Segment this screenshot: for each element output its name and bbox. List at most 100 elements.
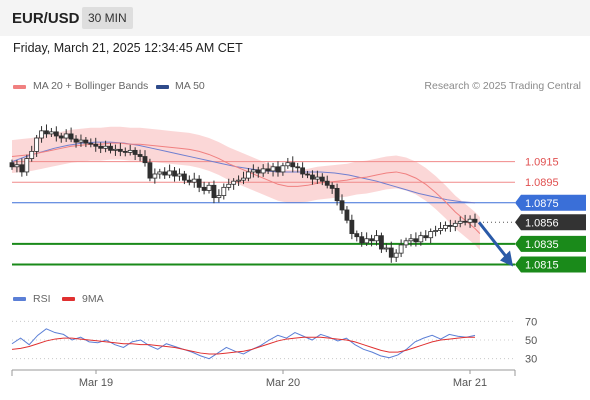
candle-body: [201, 186, 207, 191]
candle-body: [379, 235, 384, 250]
candle-body: [44, 130, 49, 135]
timeframe-button[interactable]: 30 MIN: [82, 7, 133, 29]
candle-body: [403, 240, 409, 246]
rsi-legend-label: RSI: [33, 293, 51, 305]
candle-body: [398, 244, 404, 254]
ma9-legend-label: 9MA: [82, 293, 104, 305]
candle-body: [443, 224, 448, 229]
candle-body: [275, 166, 281, 173]
level-label-1.0895: 1.0895: [525, 177, 559, 189]
candle-body: [334, 187, 340, 202]
x-axis-label: Mar 21: [453, 377, 487, 389]
candle-body: [108, 145, 113, 151]
candle-body: [93, 143, 99, 147]
research-credit: Research © 2025 Trading Central: [424, 80, 581, 92]
candle-body: [216, 195, 222, 199]
candle-body: [14, 164, 20, 168]
ma9-legend-swatch: [62, 297, 75, 301]
candle-body: [191, 178, 197, 183]
candle-body: [19, 164, 25, 173]
candle-body: [152, 173, 158, 179]
candle-body: [310, 174, 315, 180]
candle-body: [260, 168, 266, 174]
level-tag-1.0835: [515, 235, 586, 252]
candle-body: [438, 228, 443, 231]
candle-body: [137, 154, 143, 157]
candle-body: [295, 166, 301, 169]
level-label-1.0915: 1.0915: [525, 157, 559, 169]
candle-body: [314, 176, 320, 180]
candle-body: [83, 139, 89, 144]
timestamp: Friday, March 21, 2025 12:34:45 AM CET: [13, 41, 243, 55]
candle-body: [162, 171, 168, 176]
level-label-1.0875: 1.0875: [525, 198, 559, 210]
candle-body: [103, 145, 108, 149]
candle-body: [329, 184, 335, 189]
candle-body: [433, 230, 438, 232]
ma20-legend-swatch: [13, 85, 26, 89]
candle-body: [206, 184, 212, 191]
candle-body: [113, 148, 118, 151]
rsi-tick-label: 70: [525, 316, 537, 328]
candle-body: [290, 162, 296, 168]
candle-body: [423, 235, 429, 239]
bollinger-band: [12, 126, 480, 251]
candle-body: [231, 180, 237, 185]
level-label-1.0835: 1.0835: [525, 239, 559, 251]
candle-body: [452, 222, 458, 227]
candle-body: [339, 200, 345, 211]
candle-body: [58, 135, 64, 139]
candle-body: [49, 131, 54, 135]
candle-body: [364, 238, 370, 244]
x-axis-label: Mar 20: [266, 377, 300, 389]
level-label-1.0856: 1.0856: [525, 217, 559, 229]
candle-body: [34, 137, 40, 152]
candle-body: [88, 142, 94, 145]
candle-body: [418, 235, 424, 243]
currency-pair-title: EUR/USD: [12, 10, 80, 27]
candle-body: [53, 131, 59, 137]
candle-body: [132, 149, 138, 155]
candle-body: [374, 235, 379, 242]
candle-body: [447, 224, 453, 227]
candle-body: [408, 238, 414, 242]
rsi-legend-swatch: [13, 297, 26, 301]
candle-body: [147, 162, 153, 179]
candle-body: [388, 247, 394, 258]
level-label-1.0815: 1.0815: [525, 259, 559, 271]
candle-body: [413, 238, 419, 243]
level-tag-1.0815: [515, 256, 586, 273]
rsi-ma-line: [11, 336, 475, 355]
candle-body: [39, 130, 44, 139]
candle-body: [344, 209, 350, 221]
candle-body: [241, 177, 246, 181]
rsi-line: [11, 328, 476, 360]
candle-body: [142, 156, 148, 164]
candle-body: [467, 218, 473, 223]
candle-body: [172, 170, 177, 177]
candle-body: [265, 168, 271, 172]
level-tag-1.0875: [515, 194, 586, 211]
candle-body: [122, 150, 128, 153]
candle-body: [462, 220, 468, 223]
candle-body: [226, 183, 232, 188]
ma20-legend-label: MA 20 + Bollinger Bands: [33, 80, 149, 92]
candle-body: [457, 220, 463, 224]
candle-body: [63, 133, 69, 139]
candle-body: [24, 158, 30, 173]
candle-body: [285, 162, 291, 167]
candle-body: [211, 184, 217, 199]
candle-body: [369, 238, 374, 242]
candle-body: [300, 167, 306, 175]
candle-body: [73, 138, 79, 143]
candle-body: [250, 169, 256, 173]
candle-body: [428, 231, 434, 239]
candle-body: [255, 169, 261, 174]
candle-body: [393, 252, 399, 258]
candle-body: [349, 219, 355, 235]
candle-body: [236, 179, 241, 182]
candle-body: [472, 218, 478, 223]
candle-body: [167, 170, 173, 176]
candle-body: [127, 149, 133, 153]
